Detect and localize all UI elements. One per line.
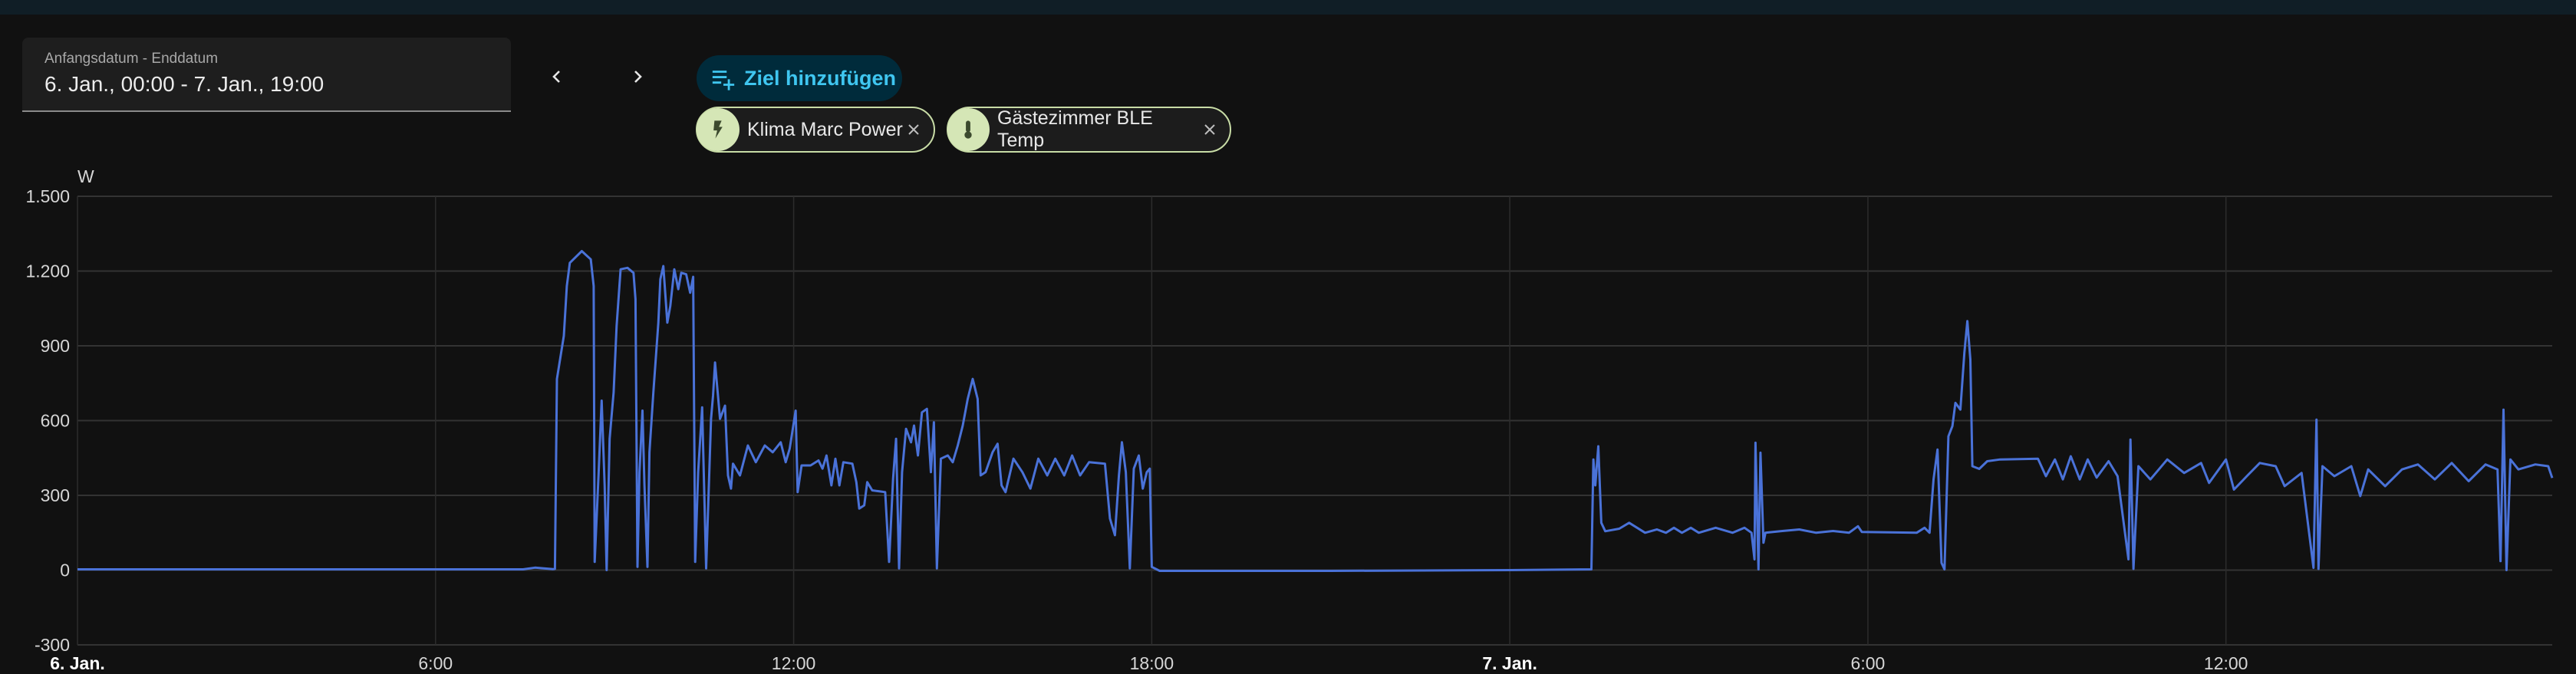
- previous-period-button[interactable]: [539, 58, 575, 95]
- y-tick-label: 1.200: [25, 261, 70, 281]
- date-range-label: Anfangsdatum - Enddatum: [44, 51, 219, 67]
- target-chip-klima-marc-power[interactable]: Klima Marc Power: [696, 107, 935, 153]
- y-tick-label: -300: [35, 635, 70, 655]
- add-target-label: Ziel hinzufügen: [744, 66, 896, 90]
- close-icon: [1204, 124, 1215, 135]
- top-app-bar: [0, 0, 2576, 15]
- close-icon: [908, 124, 919, 135]
- add-target-button[interactable]: Ziel hinzufügen: [697, 55, 902, 101]
- playlist-plus-icon: [712, 71, 735, 90]
- x-tick-label: 12:00: [772, 653, 816, 673]
- y-tick-label: 900: [41, 336, 70, 356]
- y-tick-label: 1.500: [25, 186, 70, 206]
- date-range-picker[interactable]: Anfangsdatum - Enddatum 6. Jan., 00:00 -…: [22, 38, 511, 112]
- chevron-left-icon: [552, 71, 560, 83]
- target-chip-label: Gästezimmer BLE Temp: [996, 107, 1153, 151]
- chevron-right-icon: [634, 71, 642, 83]
- y-tick-label: 300: [41, 485, 70, 505]
- remove-target-button[interactable]: [1201, 120, 1219, 139]
- x-tick-label: 6:00: [418, 653, 453, 673]
- y-tick-label: 0: [60, 561, 70, 580]
- x-tick-label: 6. Jan.: [50, 653, 105, 673]
- x-tick-label: 6:00: [1851, 653, 1886, 673]
- lightning-bolt-icon: [697, 108, 740, 151]
- target-chip-gaestezimmer-ble-temp[interactable]: Gästezimmer BLE Temp: [947, 107, 1231, 153]
- series-line-klima-marc-power[interactable]: [77, 250, 2554, 572]
- x-tick-label: 12:00: [2204, 653, 2248, 673]
- y-axis-unit-label: W: [77, 166, 94, 186]
- date-range-value[interactable]: 6. Jan., 00:00 - 7. Jan., 19:00: [44, 72, 324, 96]
- chart-grid: [77, 196, 2552, 646]
- x-tick-label: 18:00: [1130, 653, 1174, 673]
- remove-target-button[interactable]: [904, 120, 923, 139]
- x-tick-label: 7. Jan.: [1482, 653, 1537, 673]
- next-period-button[interactable]: [619, 58, 656, 95]
- y-tick-label: 600: [41, 411, 70, 431]
- thermometer-icon: [947, 108, 990, 151]
- target-chip-label: Klima Marc Power: [747, 118, 903, 140]
